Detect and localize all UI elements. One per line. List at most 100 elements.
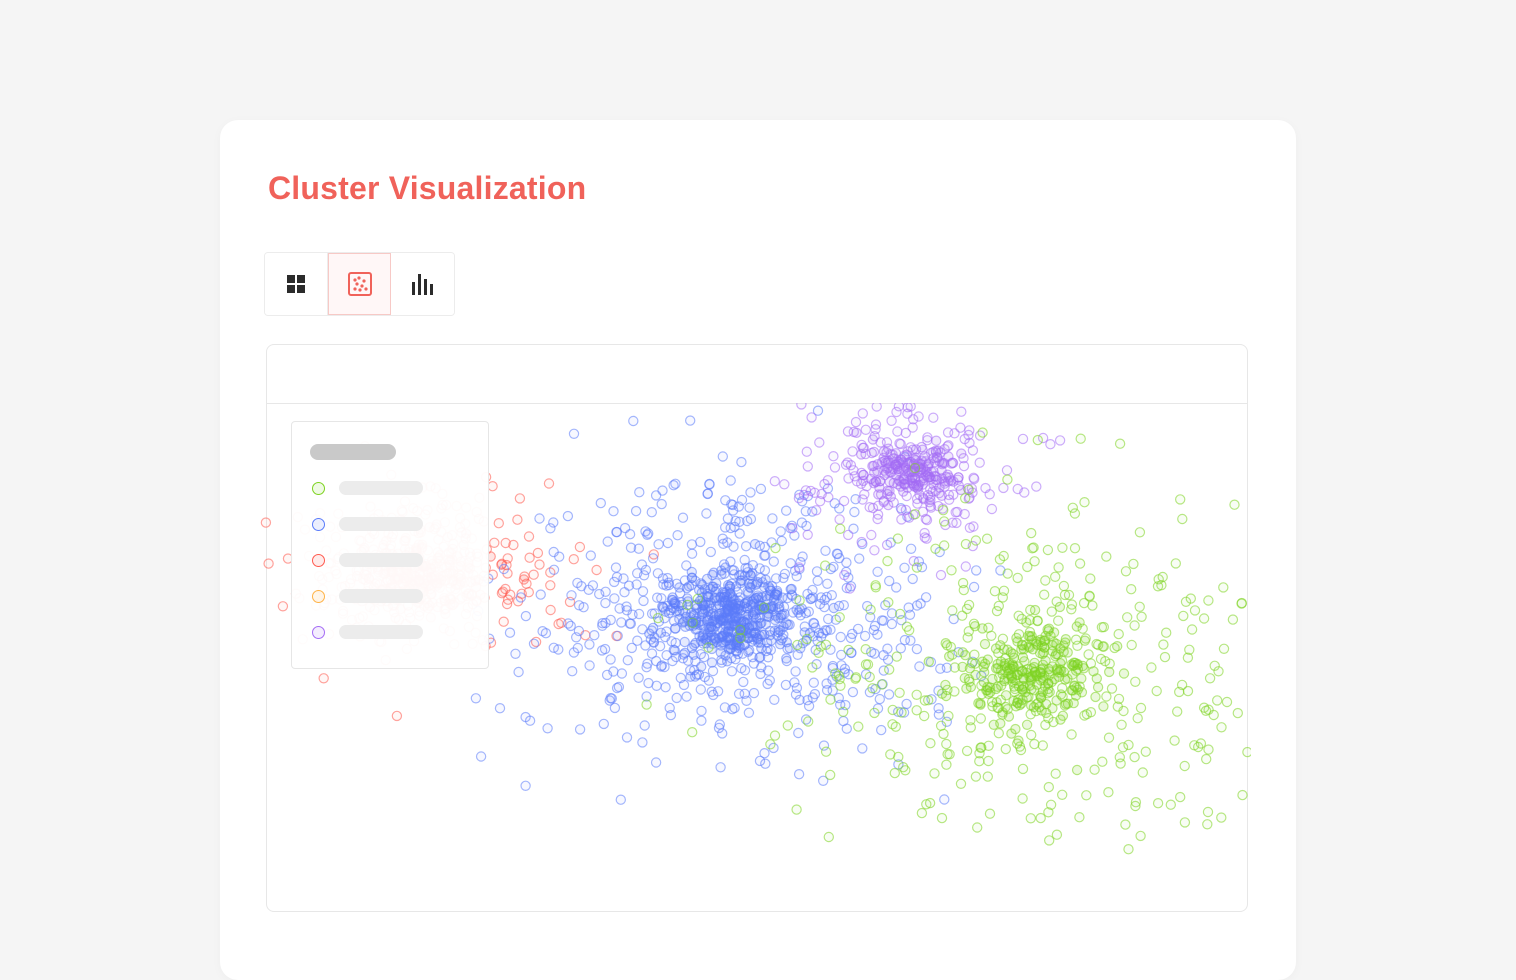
scatter-point bbox=[763, 665, 774, 676]
scatter-point bbox=[677, 653, 689, 664]
scatter-point bbox=[611, 682, 623, 694]
scatter-point bbox=[754, 755, 766, 767]
scatter-point bbox=[537, 625, 548, 637]
scatter-point bbox=[574, 724, 586, 735]
scatter-point bbox=[646, 506, 657, 518]
scatter-point bbox=[573, 600, 585, 611]
scatter-point bbox=[1113, 693, 1125, 705]
scatter-point bbox=[1198, 613, 1210, 624]
scatter-point bbox=[853, 721, 864, 732]
scatter-point bbox=[1057, 542, 1068, 553]
grid-view-button[interactable] bbox=[265, 253, 328, 315]
scatter-point bbox=[939, 540, 950, 551]
legend-item-green[interactable] bbox=[312, 479, 423, 497]
scatter-point bbox=[1146, 662, 1157, 673]
scatter-point bbox=[984, 682, 996, 693]
scatter-point bbox=[995, 640, 1006, 651]
scatter-point bbox=[493, 517, 504, 529]
scatter-point bbox=[961, 745, 973, 757]
scatter-view-button[interactable] bbox=[328, 253, 391, 315]
scatter-point bbox=[1028, 542, 1039, 553]
scatter-point bbox=[748, 687, 760, 699]
scatter-point bbox=[919, 695, 931, 706]
scatter-point bbox=[1054, 601, 1066, 613]
scatter-point bbox=[975, 713, 987, 724]
scatter-point bbox=[1031, 481, 1042, 492]
scatter-point bbox=[391, 710, 403, 722]
scatter-point bbox=[1201, 753, 1212, 765]
scatter-point bbox=[883, 462, 894, 473]
scatter-point bbox=[696, 705, 707, 717]
scatter-point bbox=[983, 755, 994, 767]
scatter-point bbox=[905, 543, 917, 554]
scatter-point bbox=[958, 460, 970, 472]
scatter-point bbox=[894, 687, 905, 698]
scatter-point bbox=[510, 648, 521, 659]
scatter-point bbox=[838, 599, 850, 611]
scatter-point bbox=[860, 424, 872, 435]
scatter-point bbox=[656, 593, 667, 604]
scatter-point bbox=[793, 492, 805, 504]
scatter-point bbox=[717, 451, 728, 462]
scatter-point bbox=[995, 664, 1007, 676]
scatter-point bbox=[963, 674, 975, 685]
scatter-point bbox=[1182, 685, 1194, 697]
scatter-point bbox=[719, 702, 731, 713]
scatter-point bbox=[923, 695, 934, 706]
scatter-point bbox=[1132, 713, 1143, 724]
bar-view-button[interactable] bbox=[391, 253, 454, 315]
scatter-point bbox=[722, 513, 734, 524]
scatter-point bbox=[782, 619, 794, 630]
scatter-point bbox=[806, 412, 817, 423]
scatter-point bbox=[910, 508, 921, 520]
scatter-point bbox=[1051, 648, 1062, 660]
legend-item-blue[interactable] bbox=[312, 515, 423, 533]
scatter-point bbox=[1213, 666, 1224, 677]
scatter-point bbox=[1126, 639, 1137, 651]
scatter-point bbox=[779, 479, 790, 490]
scatter-point bbox=[1165, 799, 1177, 810]
scatter-point bbox=[834, 514, 845, 525]
scatter-point bbox=[971, 565, 982, 576]
scatter-point bbox=[960, 493, 971, 504]
scatter-point bbox=[802, 695, 813, 706]
scatter-point bbox=[807, 662, 818, 673]
scatter-point bbox=[944, 651, 955, 662]
scatter-point bbox=[643, 677, 654, 689]
scatter-point bbox=[502, 553, 513, 564]
scatter-point bbox=[1017, 640, 1028, 651]
scatter-point bbox=[988, 719, 1000, 730]
scatter-point bbox=[1104, 658, 1115, 669]
scatter-point bbox=[1044, 835, 1055, 846]
scatter-point bbox=[628, 415, 639, 427]
scatter-point bbox=[568, 647, 580, 658]
scatter-point bbox=[793, 727, 804, 739]
scatter-point bbox=[667, 655, 678, 667]
scatter-point bbox=[818, 775, 829, 786]
scatter-point bbox=[767, 513, 778, 524]
scatter-point bbox=[1130, 797, 1142, 808]
legend-item-orange[interactable] bbox=[312, 587, 423, 605]
scatter-point bbox=[835, 523, 846, 535]
scatter-point bbox=[1113, 628, 1124, 640]
legend-item-purple[interactable] bbox=[312, 623, 423, 641]
scatter-point bbox=[545, 604, 556, 616]
scatter-point bbox=[883, 597, 894, 608]
scatter-point bbox=[802, 461, 814, 472]
scatter-point bbox=[828, 561, 839, 573]
scatter-point bbox=[864, 671, 875, 683]
scatter-point bbox=[835, 631, 846, 643]
scatter-point bbox=[794, 595, 805, 606]
scatter-point bbox=[591, 564, 602, 576]
scatter-point bbox=[872, 629, 883, 640]
scatter-point bbox=[651, 655, 662, 667]
scatter-point bbox=[972, 822, 983, 833]
scatter-point bbox=[534, 513, 545, 524]
legend-item-red[interactable] bbox=[312, 551, 423, 569]
scatter-point bbox=[823, 613, 834, 625]
scatter-point bbox=[725, 475, 736, 486]
scatter-point bbox=[871, 403, 882, 412]
scatter-point bbox=[1043, 807, 1054, 818]
scatter-point bbox=[919, 710, 930, 722]
scatter-point bbox=[685, 665, 696, 676]
